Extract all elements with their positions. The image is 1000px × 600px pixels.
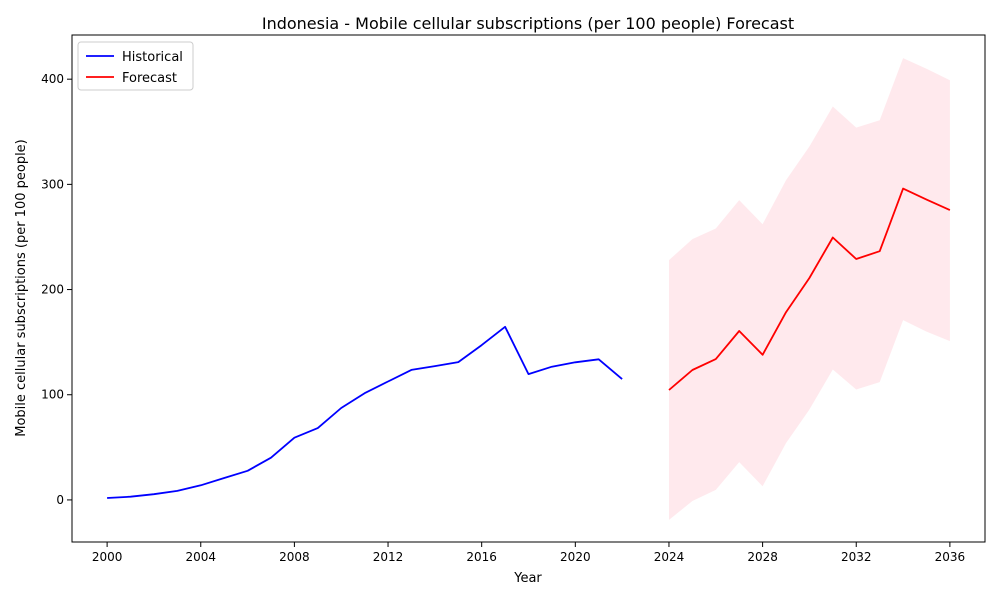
confidence-band-layer (669, 58, 950, 520)
legend-label-forecast: Forecast (122, 71, 177, 86)
x-tick-label: 2000 (92, 550, 123, 564)
x-tick-label: 2004 (185, 550, 216, 564)
legend-box (77, 41, 194, 91)
x-tick-label: 2012 (373, 550, 404, 564)
y-tick-label: 0 (56, 493, 64, 507)
legend: Historical Forecast (77, 41, 194, 91)
y-axis-ticks: 0 100 200 300 400 (41, 72, 72, 507)
x-axis-label: Year (513, 571, 542, 586)
y-tick-label: 400 (41, 72, 64, 86)
x-axis-ticks: 2000 2004 2008 2012 2016 2020 2024 2028 2032 2036 (92, 542, 965, 564)
x-tick-label: 2028 (747, 550, 778, 564)
y-tick-label: 300 (41, 177, 64, 191)
plot-area-frame (71, 34, 986, 543)
y-tick-label: 200 (41, 283, 64, 297)
forecast-confidence-band (669, 58, 950, 520)
series-lines-layer (107, 187, 951, 499)
chart-title: Indonesia - Mobile cellular subscription… (262, 14, 794, 33)
x-tick-label: 2016 (466, 550, 497, 564)
y-tick-label: 100 (41, 388, 64, 402)
x-tick-label: 2008 (279, 550, 310, 564)
x-tick-label: 2020 (560, 550, 591, 564)
y-axis-label: Mobile cellular subscriptions (per 100 p… (14, 139, 29, 437)
legend-label-historical: Historical (122, 50, 183, 65)
historical-series-line (107, 325, 623, 499)
x-tick-label: 2036 (935, 550, 966, 564)
x-tick-label: 2024 (654, 550, 685, 564)
x-tick-label: 2032 (841, 550, 872, 564)
